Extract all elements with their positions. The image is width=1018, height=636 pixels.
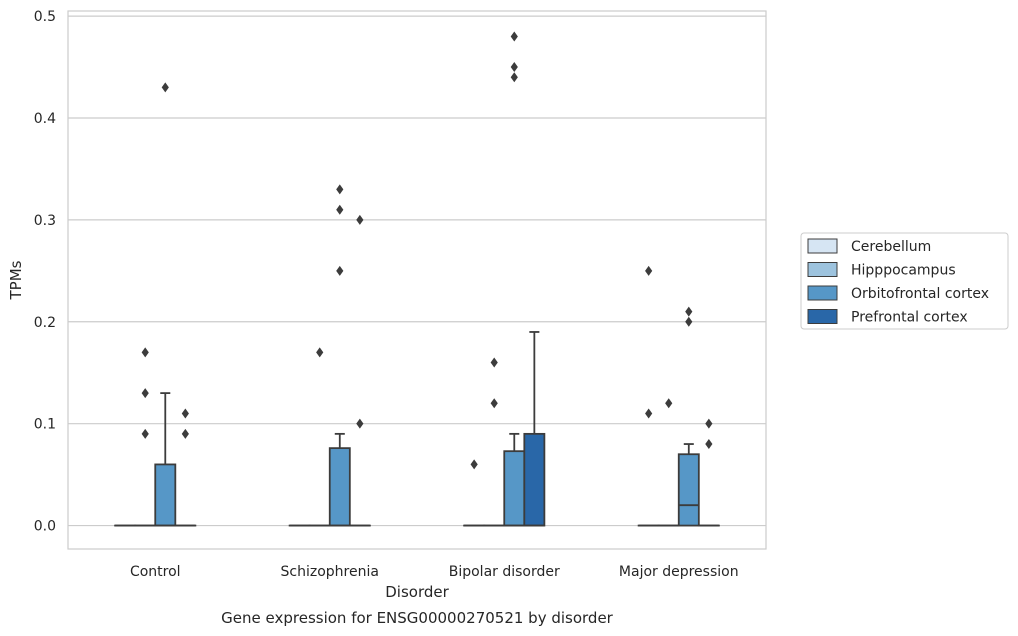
x-axis-title: Disorder <box>385 583 449 601</box>
box-1-1 <box>308 347 331 527</box>
outlier-point <box>356 214 364 225</box>
outlier-point <box>336 204 344 215</box>
box-2-1 <box>483 357 506 527</box>
y-tick-label: 0.4 <box>34 111 56 127</box>
legend-label: Prefrontal cortex <box>851 310 968 326</box>
legend-frame <box>800 232 1009 330</box>
box-body <box>523 432 546 527</box>
legend-swatch <box>807 309 838 324</box>
box-3-0 <box>637 265 660 527</box>
box-2-2 <box>503 31 526 527</box>
legend-label: Cerebellum <box>851 239 931 255</box>
box-body <box>328 447 351 527</box>
chart-caption: Gene expression for ENSG00000270521 by d… <box>221 609 614 627</box>
legend-label: Orbitofrontal cortex <box>851 286 989 302</box>
outlier-point <box>336 184 344 195</box>
box-body <box>677 453 700 527</box>
x-tick-label: Major depression <box>619 564 739 580</box>
outlier-point <box>181 428 189 439</box>
y-tick-label: 0.0 <box>34 519 56 535</box>
box-3-3 <box>697 418 720 527</box>
outlier-point <box>161 82 169 93</box>
y-tick-label: 0.1 <box>34 417 56 433</box>
plot-frame <box>67 10 767 550</box>
outlier-point <box>181 408 189 419</box>
outlier-point <box>336 265 344 276</box>
y-tick-label: 0.5 <box>34 9 56 25</box>
outlier-point <box>356 418 364 429</box>
box-0-3 <box>174 408 197 527</box>
legend-swatch <box>807 238 838 254</box>
legend-swatch <box>807 285 838 301</box>
box-3-2 <box>677 306 700 527</box>
legend: Cerebellum Hipppocampus Orbitofrontal cort… <box>800 232 1009 330</box>
outlier-point <box>705 439 713 450</box>
box-body <box>154 463 177 527</box>
outlier-point <box>685 316 693 327</box>
outlier-point <box>470 459 478 470</box>
box-2-3 <box>523 331 546 527</box>
outlier-point <box>490 398 498 409</box>
outlier-point <box>316 347 324 358</box>
box-series <box>114 31 720 527</box>
outlier-point <box>141 388 149 399</box>
outlier-point <box>141 428 149 439</box>
box-2-0 <box>463 459 486 527</box>
y-axis-ticks: 0.0 0.1 0.2 0.3 0.4 0.5 <box>34 9 56 534</box>
outlier-point <box>665 398 673 409</box>
outlier-point <box>645 408 653 419</box>
outlier-point <box>510 62 518 73</box>
y-tick-label: 0.2 <box>34 315 56 331</box>
outlier-point <box>510 72 518 83</box>
box-3-1 <box>657 398 680 527</box>
legend-label: Hipppocampus <box>851 263 956 279</box>
outlier-point <box>141 347 149 358</box>
outlier-point <box>510 31 518 42</box>
grid-lines <box>68 15 766 527</box>
outlier-point <box>685 306 693 317</box>
box-1-2 <box>328 184 351 527</box>
box-1-3 <box>348 214 371 527</box>
box-body <box>503 450 526 527</box>
x-tick-label: Schizophrenia <box>281 564 379 580</box>
y-axis-title: TPMs <box>7 260 25 300</box>
legend-swatch <box>807 262 838 277</box>
box-0-1 <box>134 347 157 527</box>
x-tick-label: Control <box>130 564 181 580</box>
outlier-point <box>705 418 713 429</box>
outlier-point <box>490 357 498 368</box>
box-0-2 <box>154 82 177 527</box>
outlier-point <box>645 265 653 276</box>
y-tick-label: 0.3 <box>34 213 56 229</box>
x-tick-label: Bipolar disorder <box>449 564 560 580</box>
x-axis-ticks: Control Schizophrenia Bipolar disorder Majo… <box>130 564 739 580</box>
